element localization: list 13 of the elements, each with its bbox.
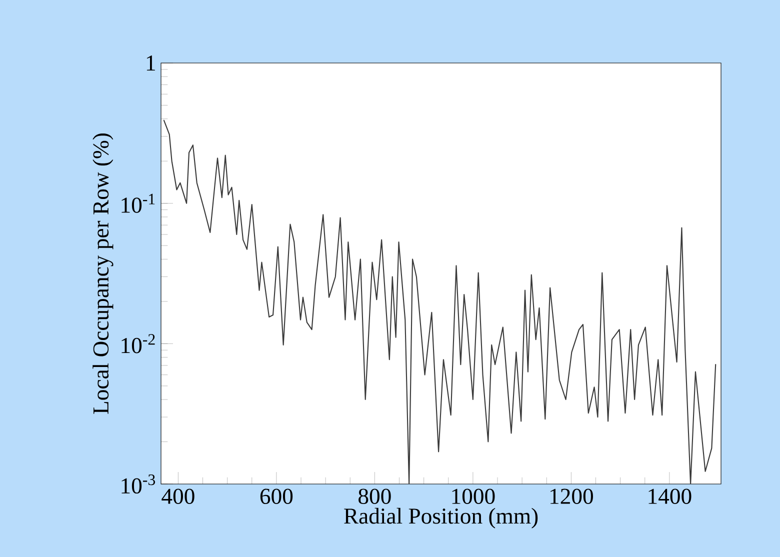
x-tick-label: 1000 xyxy=(452,488,495,504)
x-tick-label: 800 xyxy=(358,488,391,504)
y-tick-label: 1 xyxy=(146,56,155,70)
x-tick-label: 600 xyxy=(260,488,293,504)
x-tick-label: 1200 xyxy=(550,488,593,504)
y-axis-title: Local Occupancy per Row (%) xyxy=(92,134,114,414)
line-series xyxy=(163,120,716,484)
x-tick-label: 1400 xyxy=(648,488,692,504)
x-tick-label: 400 xyxy=(162,488,194,504)
y-tick-label: 10$^{-2}$ xyxy=(122,334,155,354)
y-tick-label: 10$^{-3}$ xyxy=(122,474,156,494)
x-axis-title: Radial Position (mm) xyxy=(344,508,538,528)
y-tick-label: 10$^{-1}$ xyxy=(122,194,155,213)
